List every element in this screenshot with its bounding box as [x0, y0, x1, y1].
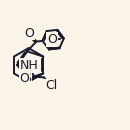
Text: S: S: [23, 72, 31, 85]
Text: O: O: [47, 33, 57, 46]
Text: O: O: [20, 72, 29, 85]
Text: Cl: Cl: [45, 79, 57, 92]
Text: NH: NH: [20, 59, 38, 72]
Text: O: O: [24, 27, 34, 40]
